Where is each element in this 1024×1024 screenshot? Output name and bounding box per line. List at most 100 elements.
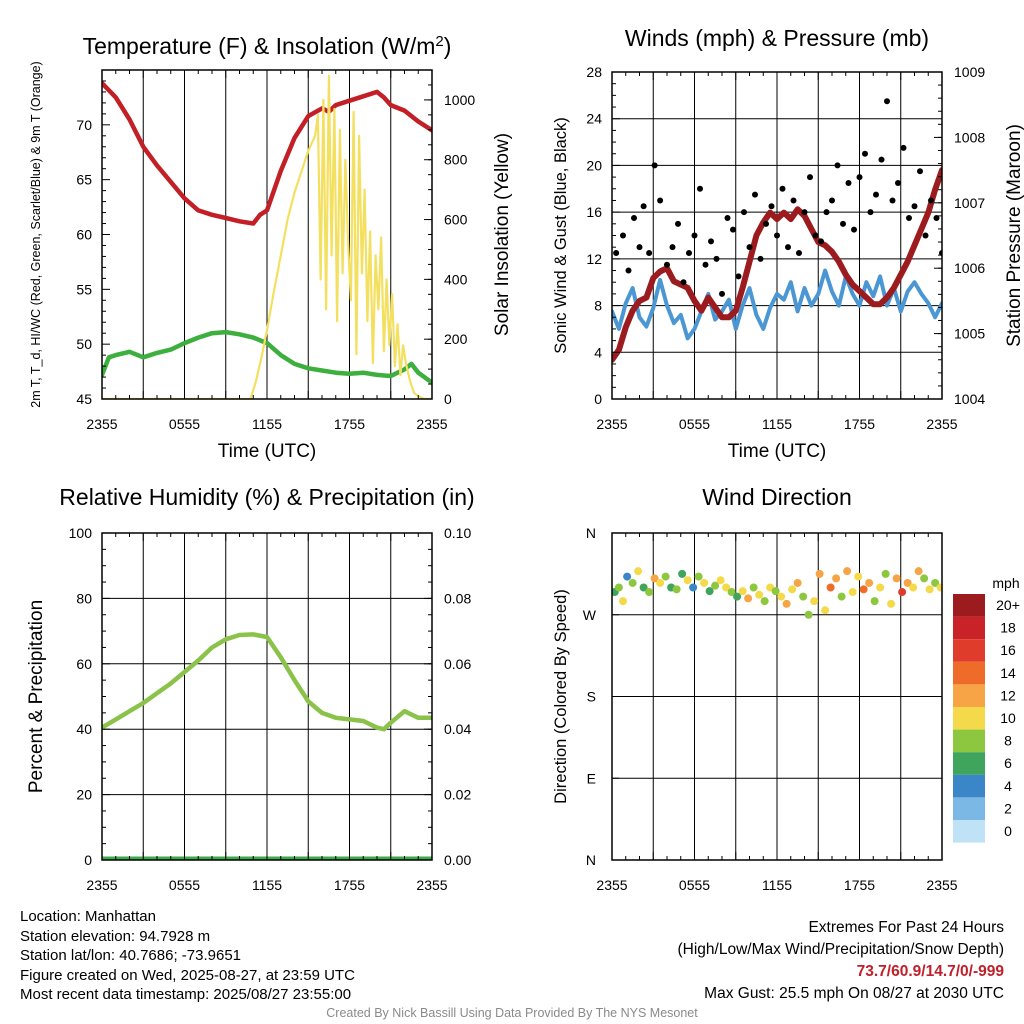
y-right-axis-label: Solar Insolation (Yellow) [492,133,513,336]
gust-point [818,238,824,245]
gust-point [779,185,786,192]
gust-point [906,214,912,221]
panel-title: Wind Direction [702,484,852,510]
wind-direction-point [793,578,802,587]
y-right-tick-label: 1004 [954,391,985,407]
gust-point [746,244,753,251]
wind-direction-point [683,576,692,585]
wind-direction-point [832,574,841,583]
credit-text: Created By Nick Bassill Using Data Provi… [326,1006,698,1020]
gust-point [796,250,802,257]
gust-point [834,162,841,169]
gust-point [823,209,830,216]
colorbar-swatch [953,707,985,730]
gust-point [646,250,653,257]
gust-point [730,226,736,233]
wind-direction-point [887,599,896,608]
y-tick-label: 12 [586,251,602,267]
wind-direction-point [843,567,852,576]
x-tick-label: 0555 [169,416,200,432]
x-tick-label: 2355 [416,416,447,432]
wind-direction-point [711,581,720,590]
max-gust-text: Max Gust: 25.5 mph On 08/27 at 2030 UTC [704,985,1004,1002]
series-line-rh [102,632,432,732]
gust-point [878,156,885,163]
wind-direction-point [738,587,747,596]
wind-direction-point [634,567,643,576]
y-right-tick-label: 400 [444,271,468,287]
wind-direction-point [628,578,637,587]
wind-direction-point [799,592,808,601]
wind-direction-point [848,588,857,597]
gust-point [933,214,940,221]
plot-area [612,567,942,619]
colorbar-swatch [953,774,985,798]
panel-title: Relative Humidity (%) & Precipitation (i… [59,484,474,510]
gust-point [702,261,709,268]
gust-point [840,220,846,227]
wind-direction-point [771,587,780,596]
wind-direction-point [865,578,874,587]
gust-point [657,197,664,204]
y-tick-label: 8 [594,298,602,314]
y-right-tick-label: 1009 [954,64,985,80]
wind-direction-point [821,606,830,615]
extremes-title: Extremes For Past 24 Hours [808,919,1004,936]
y-right-tick-label: 1005 [954,326,985,342]
y-tick-label: 20 [586,157,602,173]
gust-point [856,174,863,181]
colorbar-label: 0 [1004,823,1012,839]
wind-direction-point [639,583,648,592]
plot-area [102,632,432,860]
gust-point [719,290,725,297]
extremes-info: Extremes For Past 24 Hours (High/Low/Max… [678,917,1005,1005]
gust-point [867,209,874,216]
wind-direction-point [777,592,786,601]
wind-direction-point [689,583,698,592]
panel-title: Winds (mph) & Pressure (mb) [625,25,929,51]
wind-direction-point [815,569,824,578]
gust-point [613,250,620,257]
y-tick-label: N [586,852,596,868]
gust-point [785,244,791,251]
y-tick-label: 28 [586,64,602,80]
y-tick-label: 24 [586,111,602,127]
colorbar-label: 4 [1004,778,1012,794]
location-text: Location: Manhattan [20,908,156,925]
wind-direction-point [892,574,901,583]
gust-point [620,232,626,239]
gust-point [922,232,929,239]
wind-direction-point [826,583,835,592]
gust-point [862,150,868,157]
y-tick-label: S [587,689,596,705]
y-right-tick-label: 600 [444,212,468,228]
recent-data-text: Most recent data timestamp: 2025/08/27 2… [20,986,352,1003]
gust-point [669,244,676,251]
y-tick-label: 16 [586,204,602,220]
wind-direction-point [722,583,731,592]
y-tick-label: 60 [76,656,92,672]
gust-point [845,179,852,186]
colorbar-label: 2 [1004,800,1012,816]
colorbar-swatch [953,729,985,753]
gust-point [928,197,934,204]
x-tick-label: 1755 [844,877,875,893]
wind-direction-point [914,567,923,576]
wind-direction-point [678,569,687,578]
colorbar-title: mph [992,575,1019,591]
x-tick-label: 1155 [762,877,792,893]
y-tick-label: 0 [594,391,602,407]
wind-direction-point [788,585,797,594]
y-right-tick-label: 0.06 [444,656,471,672]
wind-direction-point [645,588,654,597]
gust-point [697,185,703,192]
wind-direction-point [694,572,703,581]
wind-direction-point [870,597,879,606]
x-tick-label: 0555 [679,416,710,432]
wind-direction-point [700,578,709,587]
wind-direction-point [859,585,868,594]
y-tick-label: 40 [76,721,92,737]
colorbar-swatch [953,684,985,707]
colorbar-label: 10 [1000,710,1016,726]
